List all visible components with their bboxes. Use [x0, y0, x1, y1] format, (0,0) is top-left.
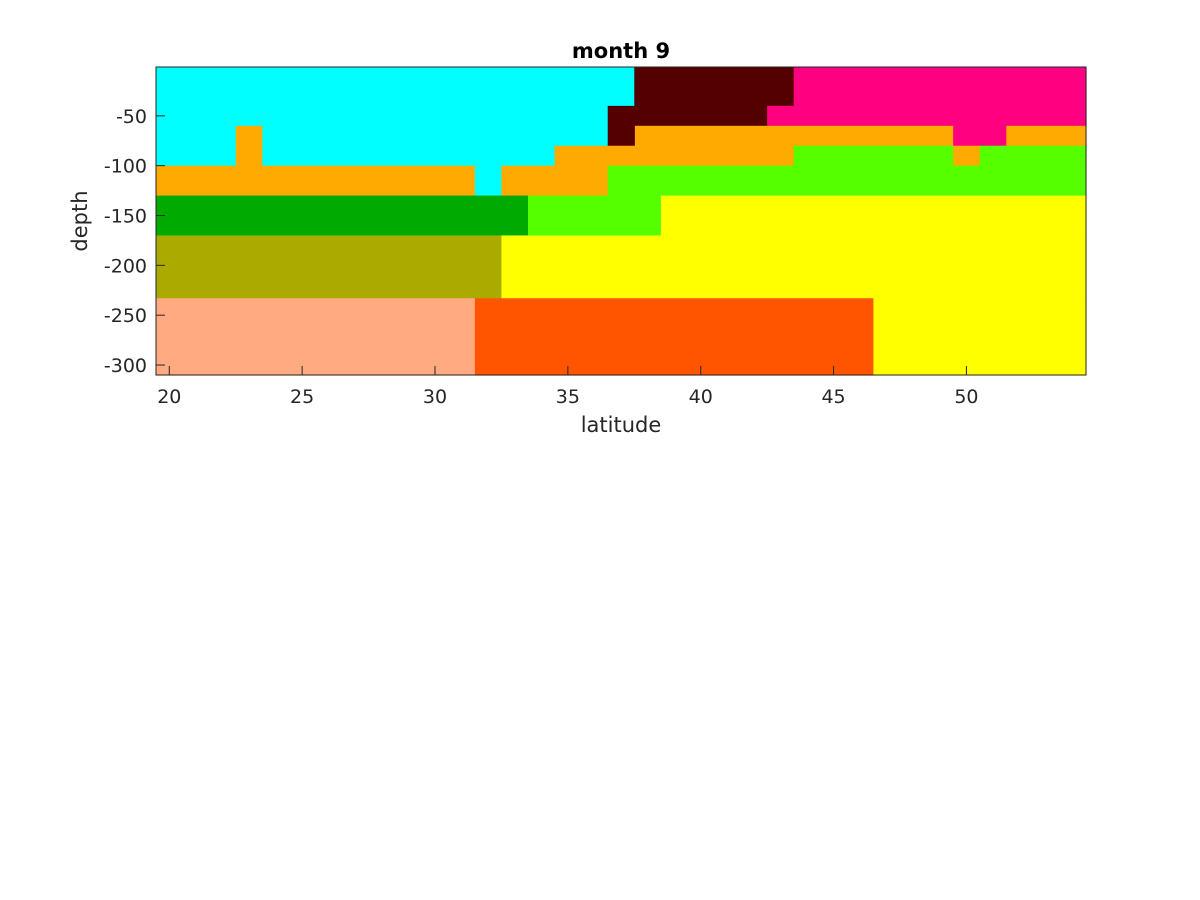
- heatmap-cell: [156, 165, 476, 197]
- heatmap-cell: [660, 195, 1087, 237]
- y-axis: -50 -100 -150 -200 -250 -300: [104, 106, 165, 377]
- heatmap-cell: [235, 145, 263, 167]
- x-axis: 20 25 30 35 40 45 50: [157, 366, 979, 408]
- heatmap-cell: [793, 67, 1087, 107]
- heatmap-cell: [474, 298, 875, 376]
- y-tick-label: -50: [116, 106, 147, 128]
- heatmap-regions: [156, 67, 1087, 376]
- heatmap-cell: [634, 67, 795, 107]
- heatmap-cell: [501, 165, 609, 197]
- y-tick-label: -300: [104, 355, 147, 377]
- heatmap-cell: [156, 67, 635, 107]
- x-tick-label: 25: [290, 386, 314, 408]
- x-tick-label: 30: [423, 386, 447, 408]
- y-tick-label: -200: [104, 255, 147, 277]
- heatmap-cell: [156, 125, 237, 147]
- heatmap-cell: [1006, 125, 1087, 147]
- heatmap-cell: [793, 145, 954, 167]
- heatmap-cell: [979, 145, 1087, 167]
- heatmap-cell: [607, 165, 1087, 197]
- x-tick-label: 35: [556, 386, 580, 408]
- heatmap-cell: [953, 125, 1007, 147]
- y-axis-label: depth: [68, 190, 92, 251]
- y-tick-label: -100: [104, 156, 147, 178]
- heatmap-cell: [156, 195, 529, 237]
- x-tick-label: 45: [821, 386, 845, 408]
- heatmap-cell: [235, 125, 263, 147]
- y-tick-label: -150: [104, 206, 147, 228]
- heatmap-cell: [262, 125, 609, 147]
- x-tick-label: 20: [157, 386, 181, 408]
- heatmap-cell: [528, 195, 662, 237]
- heatmap-cell: [767, 105, 1087, 127]
- heatmap-cell: [873, 298, 1087, 376]
- heatmap-cell: [474, 165, 503, 197]
- heatmap-cell: [156, 105, 609, 127]
- heatmap-cell: [554, 145, 795, 167]
- heatmap-cell: [262, 145, 556, 167]
- heatmap-cell: [156, 298, 476, 376]
- heatmap-cell: [501, 235, 1087, 299]
- x-tick-label: 40: [689, 386, 713, 408]
- x-tick-label: 50: [954, 386, 978, 408]
- heatmap-cell: [634, 125, 954, 147]
- heatmap-cell: [607, 105, 635, 127]
- x-axis-label: latitude: [581, 413, 662, 437]
- heatmap-cell: [607, 125, 635, 147]
- chart-title: month 9: [572, 39, 670, 63]
- heatmap-cell: [953, 145, 981, 167]
- heatmap-cell: [156, 145, 237, 167]
- heatmap-cell: [156, 235, 503, 299]
- heatmap-cell: [634, 105, 768, 127]
- y-tick-label: -250: [104, 305, 147, 327]
- plot-frame: [155, 66, 1087, 376]
